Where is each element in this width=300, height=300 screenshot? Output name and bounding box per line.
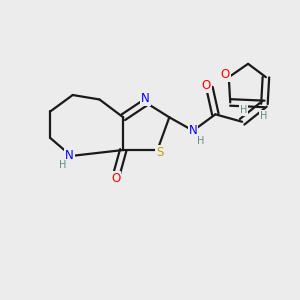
Text: H: H: [260, 111, 268, 121]
Text: O: O: [111, 172, 120, 185]
Text: H: H: [197, 136, 204, 146]
Text: S: S: [156, 146, 164, 159]
Text: N: N: [141, 92, 150, 105]
Text: O: O: [202, 79, 211, 92]
Text: H: H: [240, 105, 247, 115]
Text: N: N: [65, 148, 74, 162]
Text: O: O: [220, 68, 230, 81]
Text: N: N: [189, 124, 197, 137]
Text: H: H: [59, 160, 67, 170]
